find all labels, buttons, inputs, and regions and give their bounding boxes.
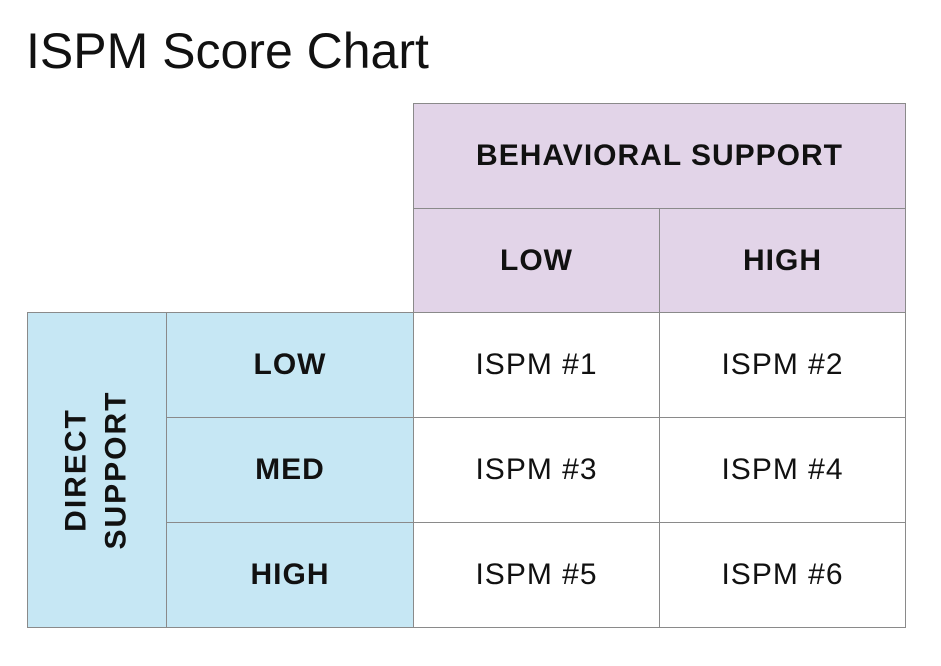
table-cell: ISPM #2 bbox=[659, 312, 906, 418]
cell-text: LOW bbox=[500, 243, 573, 277]
cell-text: ISPM #4 bbox=[721, 453, 844, 486]
cell-text: HIGH bbox=[250, 558, 330, 591]
column-header: LOW bbox=[413, 208, 660, 313]
row-header: MED bbox=[166, 417, 414, 523]
header-text: DIRECT SUPPORT bbox=[60, 390, 133, 550]
column-group-header: BEHAVIORAL SUPPORT bbox=[413, 103, 906, 209]
cell-text: LOW bbox=[253, 348, 327, 381]
header-text: BEHAVIORAL SUPPORT bbox=[476, 139, 843, 172]
cell-text: ISPM #3 bbox=[475, 453, 598, 486]
cell-text: MED bbox=[255, 453, 325, 486]
cell-text: ISPM #1 bbox=[475, 348, 598, 381]
table-cell: ISPM #4 bbox=[659, 417, 906, 523]
column-header: HIGH bbox=[659, 208, 906, 313]
row-header: LOW bbox=[166, 312, 414, 418]
cell-text: HIGH bbox=[743, 243, 822, 277]
table-cell: ISPM #3 bbox=[413, 417, 660, 523]
table-cell: ISPM #1 bbox=[413, 312, 660, 418]
cell-text: ISPM #6 bbox=[721, 558, 844, 591]
row-group-header: DIRECT SUPPORT bbox=[27, 312, 167, 628]
cell-text: ISPM #2 bbox=[721, 348, 844, 381]
table-cell: ISPM #6 bbox=[659, 522, 906, 628]
page-title: ISPM Score Chart bbox=[26, 23, 429, 79]
table-cell: ISPM #5 bbox=[413, 522, 660, 628]
cell-text: ISPM #5 bbox=[475, 558, 598, 591]
row-header: HIGH bbox=[166, 522, 414, 628]
